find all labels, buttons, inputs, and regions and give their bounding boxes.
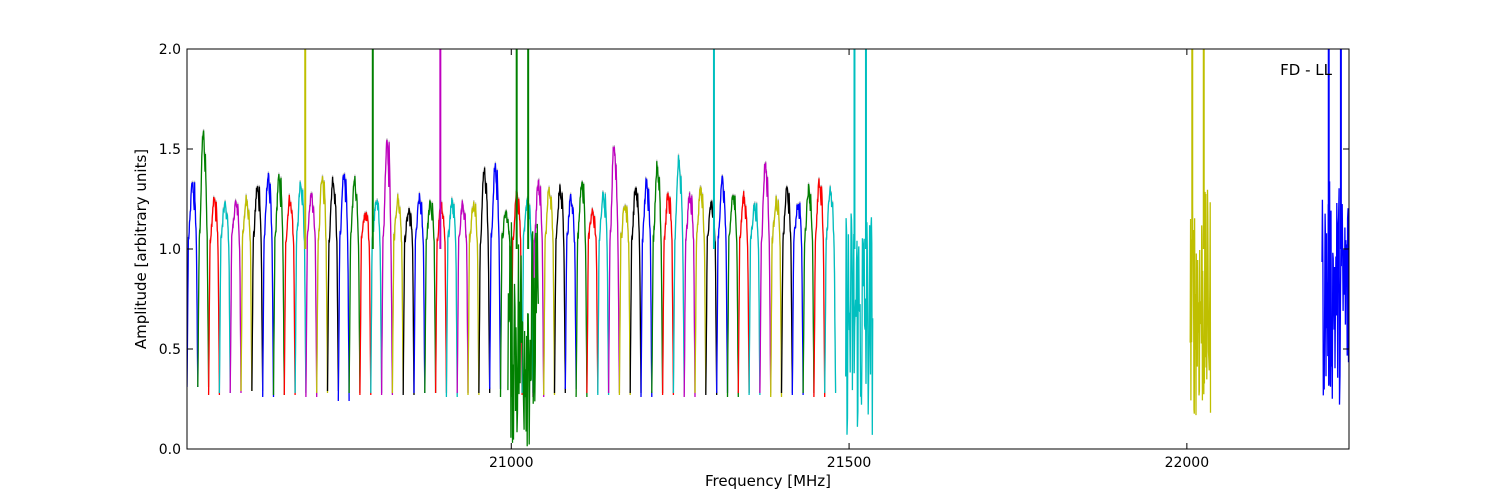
channel-14-line xyxy=(326,176,339,392)
channel-28-line xyxy=(478,167,491,394)
series-layer xyxy=(187,49,1349,447)
channel-47-shadow xyxy=(683,190,696,396)
channel-57-line xyxy=(791,202,804,396)
channel-6-line xyxy=(240,195,253,392)
channel-45-line xyxy=(661,192,675,396)
y-tick-label-1: 0.5 xyxy=(159,342,181,358)
channel-16-line xyxy=(348,175,361,394)
channel-54-line xyxy=(759,162,772,394)
noisy-region-4 xyxy=(1321,181,1349,405)
channel-9-line xyxy=(272,174,285,396)
channel-5-line xyxy=(229,199,242,394)
channel-1-line xyxy=(187,182,199,388)
channel-26-line xyxy=(456,200,469,394)
channel-59-line xyxy=(813,178,826,398)
channel-36-shadow xyxy=(564,192,577,388)
channel-36-line xyxy=(564,193,577,390)
channel-55-line xyxy=(770,195,783,398)
channel-60-line xyxy=(824,186,837,394)
ticks-layer: 21000 21500 22000 0.0 0.5 1.0 1.5 2.0 xyxy=(159,42,1349,471)
channel-34-shadow xyxy=(543,185,556,394)
channel-52-line xyxy=(737,191,750,394)
channel-7-line xyxy=(251,186,264,392)
channel-21-line xyxy=(402,207,415,396)
channel-12-line xyxy=(305,192,318,398)
channel-13-line xyxy=(316,176,329,394)
channel-37-line xyxy=(575,181,588,398)
channel-42-shadow xyxy=(629,186,642,392)
channel-27-shadow xyxy=(467,199,480,394)
channel-48-line xyxy=(694,186,707,394)
channel-23-line xyxy=(424,200,437,394)
channel-53-shadow xyxy=(748,201,761,394)
channel-40-line xyxy=(607,146,621,394)
x-tick-label-22000: 22000 xyxy=(1165,455,1210,471)
channel-22-shadow xyxy=(413,191,426,392)
channel-30-line xyxy=(499,210,512,398)
channel-47-line xyxy=(683,192,696,398)
channel-11-line xyxy=(294,181,307,394)
channel-38-line xyxy=(586,208,599,394)
y-tick-label-2: 1.0 xyxy=(159,242,181,258)
noisy-region-2 xyxy=(845,213,874,435)
channel-15-line xyxy=(337,173,350,402)
channel-27-line xyxy=(467,201,480,396)
channel-49-shadow xyxy=(705,198,718,394)
noisy-region-1 xyxy=(507,222,539,447)
channel-41-line xyxy=(618,204,631,396)
channel-39-line xyxy=(597,191,610,396)
channel-34-line xyxy=(543,186,556,396)
y-axis-label: Amplitude [arbitrary units] xyxy=(132,149,150,349)
channel-12-shadow xyxy=(305,191,318,396)
channel-29-line xyxy=(489,163,502,390)
channel-3-line xyxy=(207,196,221,396)
channel-17-line xyxy=(359,212,372,396)
x-tick-label-21000: 21000 xyxy=(489,455,534,471)
channel-35-line xyxy=(553,184,566,394)
channel-43-line xyxy=(640,177,653,398)
channel-49-line xyxy=(705,199,718,396)
channel-56-shadow xyxy=(780,184,793,392)
channel-58-line xyxy=(802,183,815,394)
noisy-region-3 xyxy=(1189,189,1212,416)
channel-10-line xyxy=(283,194,296,396)
x-tick-label-21500: 21500 xyxy=(827,455,872,471)
channel-55-shadow xyxy=(770,194,783,396)
channel-20-shadow xyxy=(391,192,404,392)
channel-19-line xyxy=(380,139,394,396)
channel-6-shadow xyxy=(240,193,253,390)
y-tick-label-3: 1.5 xyxy=(159,142,181,158)
channel-56-line xyxy=(780,185,793,394)
channel-46-line xyxy=(672,155,685,394)
channel-53-line xyxy=(748,202,761,396)
channel-50-line xyxy=(716,175,729,394)
channel-33-line xyxy=(532,178,545,398)
channel-25-line xyxy=(445,197,458,398)
annotation-label: FD - LL xyxy=(1280,61,1332,79)
channel-35-shadow xyxy=(553,182,566,392)
channel-22-line xyxy=(413,193,426,394)
channel-4-line xyxy=(218,201,231,394)
channel-3-shadow xyxy=(208,195,220,394)
channel-20-line xyxy=(391,194,404,394)
channel-26-shadow xyxy=(456,198,469,392)
y-tick-label-4: 2.0 xyxy=(159,42,181,58)
channel-10-shadow xyxy=(283,193,296,394)
channel-51-shadow xyxy=(726,193,739,396)
channel-44-line xyxy=(651,161,664,394)
channel-8-line xyxy=(262,172,275,398)
channel-51-line xyxy=(726,194,739,398)
channel-42-line xyxy=(629,187,642,394)
y-tick-label-0: 0.0 xyxy=(159,442,181,458)
x-axis-label: Frequency [MHz] xyxy=(705,472,831,490)
channel-2-line xyxy=(197,130,210,388)
channel-52-shadow xyxy=(737,189,750,392)
